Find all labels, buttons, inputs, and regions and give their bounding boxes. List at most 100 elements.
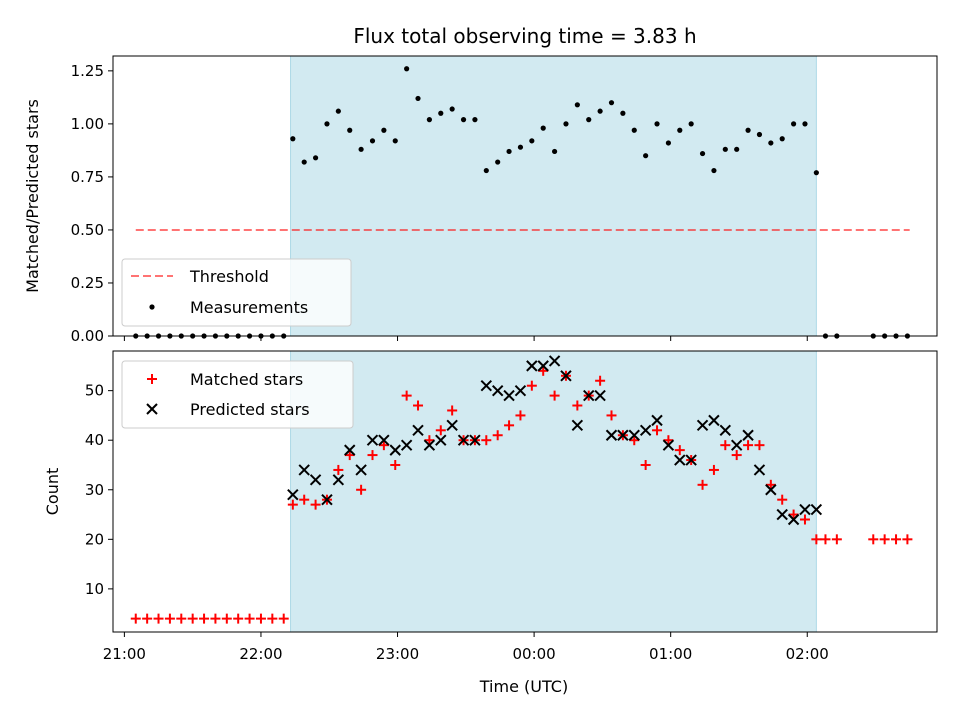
matched-star-point [210,613,221,624]
bottom-panel: 10 20 30 40 50 21:00 22:00 23:00 00:00 01:00 02:00… [43,350,938,696]
matched-star-point [515,410,526,421]
matched-star-point [333,464,344,475]
top-observing-window-shade [290,55,817,337]
predicted-star-point [719,424,732,437]
matched-star-point [492,430,503,441]
measurement-point [597,108,603,114]
matched-star-point [640,459,651,470]
bottom-legend: Matched stars Predicted stars [121,360,354,429]
top-data-marks [133,66,911,339]
measurement-point [677,127,683,133]
legend-predicted-swatch [146,403,158,415]
matched-star-point [777,494,788,505]
measurement-point [779,136,785,142]
x-tick-label: 21:00 [103,645,146,663]
predicted-star-point [503,389,515,402]
top-y-tick-label: 0.25 [71,274,104,292]
matched-star-point [731,450,742,461]
matched-star-point [697,479,708,490]
matched-star-point [287,499,298,510]
top-y-tick-label: 1.00 [71,115,104,133]
predicted-star-point [753,464,766,476]
matched-star-point [788,509,799,520]
measurement-point [688,121,694,127]
matched-star-point [310,499,321,510]
bottom-y-tick-label: 50 [85,382,104,400]
predicted-star-point [355,464,367,476]
bottom-y-tick-label: 40 [85,431,104,449]
matched-star-point [743,440,754,451]
predicted-star-point [708,414,720,427]
matched-star-point [595,375,606,386]
measurement-point [392,138,398,144]
measurement-point [790,121,797,127]
measurement-point [711,167,717,174]
predicted-star-point [810,503,823,516]
matched-star-point [831,534,842,545]
predicted-star-point [662,439,675,451]
measurement-point [529,138,535,144]
matched-star-point [344,450,355,461]
matched-star-point [401,390,412,401]
predicted-star-point [480,379,493,392]
matched-star-point [902,534,913,545]
matched-star-point [765,479,776,490]
matched-star-point [447,405,458,416]
chart-title: Flux total observing time = 3.83 h [353,24,696,48]
measurement-point [381,127,387,133]
measurement-point [722,146,728,152]
bottom-y-tick-label: 20 [85,530,104,548]
bottom-y-tick-label: 10 [85,580,104,598]
predicted-star-point [696,419,709,432]
predicted-star-point [799,503,811,516]
predicted-star-point [287,489,299,501]
measurement-point [483,167,489,174]
measurement-point [586,117,592,123]
measurement-point [495,159,501,165]
matched-star-point [176,613,187,624]
matched-star-point [278,613,289,624]
measurement-point [449,106,455,112]
x-tick-label: 02:00 [786,645,829,663]
measurement-point [620,110,626,116]
predicted-star-point [583,389,595,402]
matched-star-point [879,534,890,545]
predicted-star-point [605,429,618,441]
top-y-tick-label: 0.00 [71,327,104,345]
matched-star-point [799,514,810,525]
predicted-star-point [332,474,345,486]
predicted-star-point [674,454,686,466]
measurement-point [324,121,330,127]
measurement-point [654,121,660,127]
matched-star-point [708,464,719,475]
measurement-point [551,148,558,155]
predicted-star-point [537,360,549,372]
predicted-star-point [366,434,379,446]
predicted-star-point [491,384,504,397]
matched-star-point [652,425,663,436]
measurement-point [768,140,774,146]
matched-star-point [390,459,401,470]
predicted-star-point [776,508,788,521]
matched-star-point [424,435,435,446]
measurement-point [540,125,546,131]
matched-star-point [674,445,685,456]
legend-matched-swatch [147,374,157,384]
matched-star-point [187,613,198,624]
top-y-tick-label: 0.75 [71,168,104,186]
x-tick-label: 22:00 [239,645,282,663]
legend-measurements-label: Measurements [190,298,308,317]
top-y-axis-label: Matched/Predicted stars [23,99,42,293]
predicted-star-point [730,439,743,451]
matched-star-point [130,613,141,624]
bottom-y-axis-label: Count [43,468,62,516]
matched-star-point [142,613,153,624]
matched-star-point [526,380,537,391]
predicted-star-point [412,424,424,437]
legend-threshold-label: Threshold [189,267,269,286]
matched-star-point [413,400,424,411]
measurement-point [358,146,364,152]
top-axis-ticks: 0.00 0.25 0.50 0.75 1.00 1.25 [71,62,808,345]
x-tick-label: 01:00 [649,645,692,663]
